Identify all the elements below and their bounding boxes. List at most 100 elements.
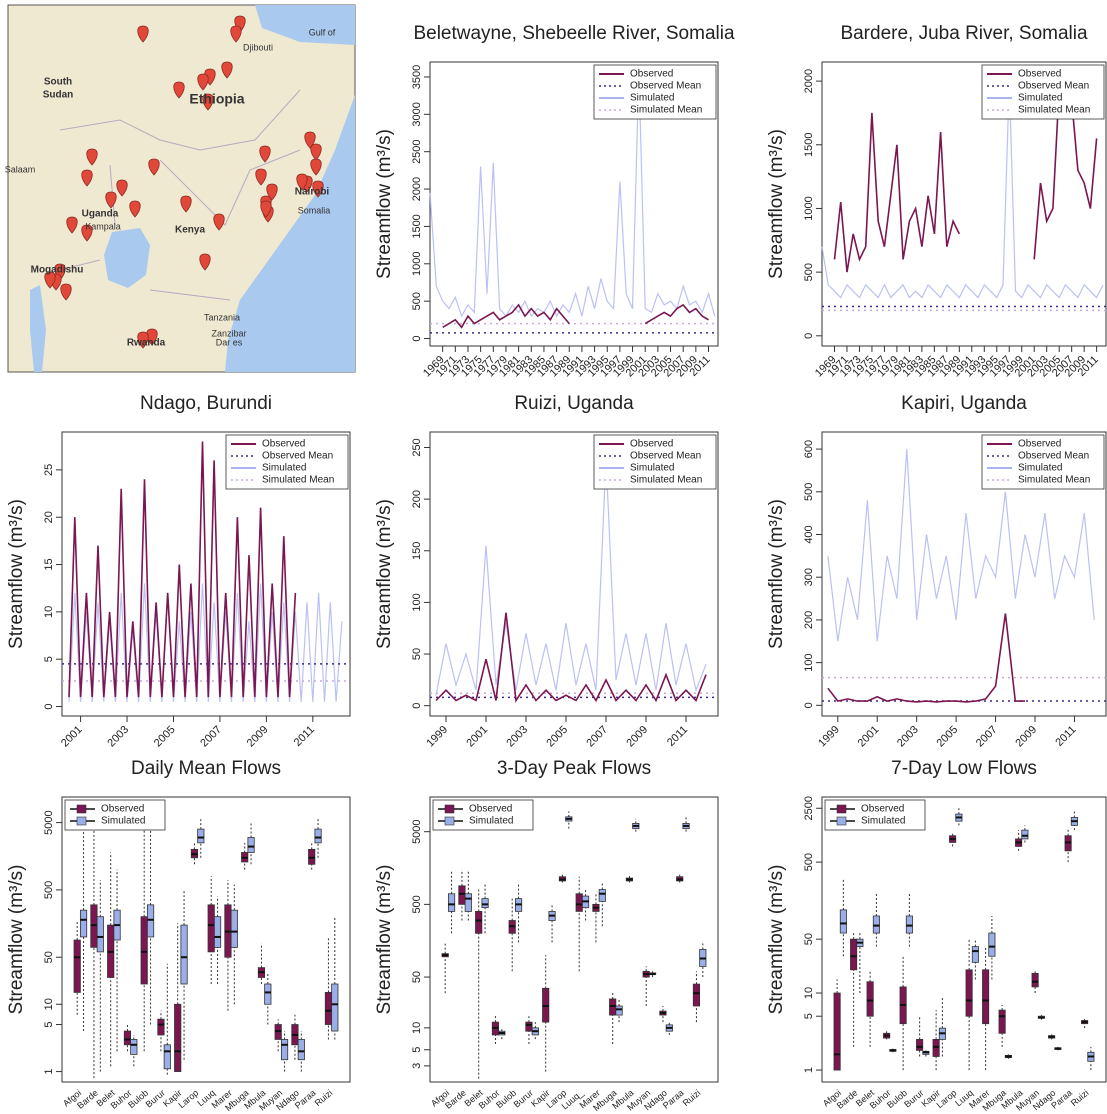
chart-title: Daily Mean Flows bbox=[131, 758, 281, 779]
y-tick-label: 5 bbox=[43, 1021, 55, 1027]
legend-label: Simulated bbox=[262, 463, 306, 474]
legend-label: Simulated Mean bbox=[630, 105, 702, 116]
y-tick-label: 1000 bbox=[803, 196, 815, 220]
y-tick-label: 100 bbox=[803, 653, 815, 671]
legend-label: Simulated Mean bbox=[630, 475, 702, 486]
box bbox=[933, 1039, 939, 1056]
box bbox=[906, 916, 912, 933]
x-tick-label: 2001 bbox=[856, 724, 882, 750]
legend-label: Simulated bbox=[630, 93, 674, 104]
chart-title: 3-Day Peak Flows bbox=[497, 758, 651, 779]
y-tick-label: 500 bbox=[43, 881, 55, 899]
map-label: Somalia bbox=[298, 205, 331, 215]
x-tick-label: 2003 bbox=[105, 724, 131, 750]
x-tick-label: 2005 bbox=[544, 724, 570, 750]
y-tick-label: 25 bbox=[43, 464, 55, 476]
box bbox=[459, 886, 465, 905]
box bbox=[989, 933, 995, 956]
map-label: Salaam bbox=[5, 164, 36, 174]
legend-label: Observed Mean bbox=[262, 451, 333, 462]
x-tick-label: Ruizi bbox=[313, 1088, 335, 1109]
y-tick-label: 2500 bbox=[411, 139, 423, 163]
y-tick-label: 300 bbox=[803, 568, 815, 586]
map-label: Mogadishu bbox=[31, 265, 84, 276]
box bbox=[131, 1039, 137, 1054]
map-label: Uganda bbox=[82, 209, 119, 220]
legend-label: Simulated bbox=[861, 816, 905, 827]
y-axis-label: Streamflow (m³/s) bbox=[766, 865, 787, 1015]
y-tick-label: 15 bbox=[43, 558, 55, 570]
x-tick-label: 2009 bbox=[245, 724, 271, 750]
box bbox=[972, 947, 978, 963]
y-tick-label: 0 bbox=[803, 333, 815, 339]
y-tick-label: 10 bbox=[43, 998, 55, 1010]
y-tick-label: 50 bbox=[411, 971, 423, 983]
legend-label: Simulated Mean bbox=[262, 475, 334, 486]
map-label: Rwanda bbox=[127, 338, 166, 349]
map-label: Dar es bbox=[216, 337, 243, 347]
legend-label: Observed bbox=[630, 69, 673, 80]
chart-title: Ruizi, Uganda bbox=[514, 393, 634, 414]
legend-swatch bbox=[77, 817, 86, 825]
y-tick-label: 2000 bbox=[803, 69, 815, 93]
x-tick-label: 2009 bbox=[624, 724, 650, 750]
y-tick-label: 50 bbox=[803, 933, 815, 945]
y-tick-label: 1500 bbox=[411, 214, 423, 238]
box bbox=[147, 905, 153, 937]
legend-label: Simulated Mean bbox=[1018, 475, 1090, 486]
x-tick-label: 2005 bbox=[934, 724, 960, 750]
y-tick-label: 10 bbox=[411, 1022, 423, 1034]
box bbox=[181, 925, 187, 984]
y-tick-label: 3000 bbox=[411, 102, 423, 126]
legend-swatch bbox=[837, 817, 846, 825]
x-tick-label: 2007 bbox=[584, 724, 610, 750]
box bbox=[97, 917, 103, 952]
chart-title: Bardere, Juba River, Somalia bbox=[840, 23, 1088, 44]
box bbox=[74, 940, 80, 992]
legend-label: Simulated bbox=[630, 463, 674, 474]
box bbox=[610, 999, 616, 1015]
box bbox=[616, 1006, 622, 1015]
map-label: Gulf of bbox=[309, 27, 336, 37]
y-tick-label: 50 bbox=[43, 951, 55, 963]
box bbox=[982, 970, 988, 1024]
y-tick-label: 0 bbox=[43, 703, 55, 709]
box bbox=[141, 917, 147, 984]
box bbox=[526, 1022, 532, 1031]
series-line bbox=[436, 458, 706, 696]
series-line bbox=[828, 614, 1025, 702]
y-tick-label: 1 bbox=[803, 1067, 815, 1073]
legend-label: Observed bbox=[630, 439, 673, 450]
x-tick-label: 1999 bbox=[816, 724, 842, 750]
box bbox=[198, 829, 204, 843]
legend-label: Observed bbox=[1018, 69, 1061, 80]
legend-label: Simulated bbox=[469, 816, 513, 827]
x-tick-label: 2001 bbox=[464, 724, 490, 750]
box bbox=[248, 838, 254, 853]
y-tick-label: 5 bbox=[411, 1047, 423, 1053]
box bbox=[298, 1039, 304, 1059]
box bbox=[867, 982, 873, 1016]
box bbox=[158, 1019, 164, 1035]
box bbox=[834, 993, 840, 1070]
y-tick-label: 500 bbox=[803, 483, 815, 501]
legend-label: Observed bbox=[1018, 439, 1061, 450]
box bbox=[325, 992, 331, 1024]
y-tick-label: 500 bbox=[411, 292, 423, 310]
box bbox=[850, 939, 856, 970]
legend-label: Observed bbox=[861, 804, 904, 815]
y-tick-label: 200 bbox=[411, 490, 423, 508]
box bbox=[1022, 830, 1028, 839]
box bbox=[576, 894, 582, 912]
box bbox=[448, 894, 454, 912]
box bbox=[476, 911, 482, 933]
map-label: South bbox=[44, 77, 72, 88]
box bbox=[465, 894, 471, 912]
y-tick-label: 5000 bbox=[43, 810, 55, 834]
box bbox=[966, 970, 972, 1016]
y-tick-label: 5000 bbox=[411, 819, 423, 843]
plot-frame bbox=[430, 797, 718, 1082]
y-tick-label: 400 bbox=[803, 525, 815, 543]
y-tick-label: 200 bbox=[803, 611, 815, 629]
y-tick-label: 5 bbox=[43, 656, 55, 662]
